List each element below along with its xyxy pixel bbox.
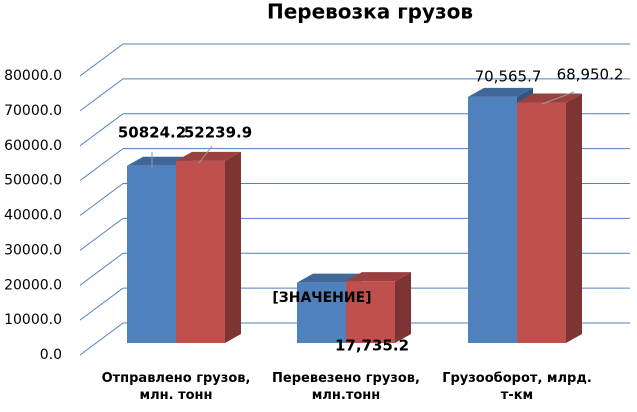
data-label: 17,735.2 — [335, 337, 409, 355]
y-tick-label: 0.0 — [40, 347, 62, 363]
y-tick-label: 10000.0 — [4, 312, 62, 328]
y-tick-label: 30000.0 — [4, 242, 62, 258]
data-label: 50824.2 — [118, 124, 186, 142]
bar-front — [468, 96, 517, 343]
annotation: [ЗНАЧЕНИЕ] — [272, 290, 371, 306]
y-tick-label: 70000.0 — [4, 103, 62, 119]
y-tick-label: 40000.0 — [4, 208, 62, 224]
leader-line — [541, 91, 575, 105]
data-label: 70,565.7 — [475, 68, 542, 86]
y-tick-label: 60000.0 — [4, 138, 62, 154]
bar-top — [176, 151, 241, 161]
chart-title: Перевозка грузов — [267, 0, 473, 24]
leader-line — [198, 145, 213, 164]
bar-top — [297, 273, 362, 283]
grid-line — [79, 43, 124, 77]
x-tick-label: Отправлено грузов, млн. тонн — [101, 371, 251, 403]
bar-front — [127, 165, 176, 343]
bar — [517, 93, 582, 343]
bar-top — [517, 93, 582, 103]
grid-line — [79, 113, 124, 147]
bar-front — [346, 281, 395, 343]
grid-line — [79, 78, 124, 112]
y-tick-label: 80000.0 — [4, 68, 62, 84]
bar-top — [468, 87, 533, 97]
grid-line — [79, 217, 124, 251]
grid-line — [79, 287, 124, 321]
grid-line — [79, 252, 124, 286]
bar-top — [346, 272, 411, 282]
grid-line — [79, 148, 124, 182]
data-label: 68,950.2 — [557, 66, 624, 84]
bar — [346, 272, 411, 343]
bar-front — [297, 282, 346, 343]
data-label: 52239.9 — [184, 124, 252, 142]
y-tick-label: 50000.0 — [4, 173, 62, 189]
bar-side — [566, 93, 582, 343]
x-tick-label: Перевезено грузов, млн.тонн — [272, 371, 420, 403]
bar — [176, 151, 241, 343]
bar-top — [127, 156, 192, 166]
bar-front — [176, 160, 225, 343]
bar-side — [225, 151, 241, 343]
grid-line — [79, 322, 124, 356]
bar-front — [517, 102, 566, 343]
bar-side — [395, 272, 411, 343]
x-tick-label: Грузооборот, млрд. т-км — [442, 371, 592, 403]
grid-line — [79, 183, 124, 216]
y-tick-label: 20000.0 — [4, 277, 62, 293]
